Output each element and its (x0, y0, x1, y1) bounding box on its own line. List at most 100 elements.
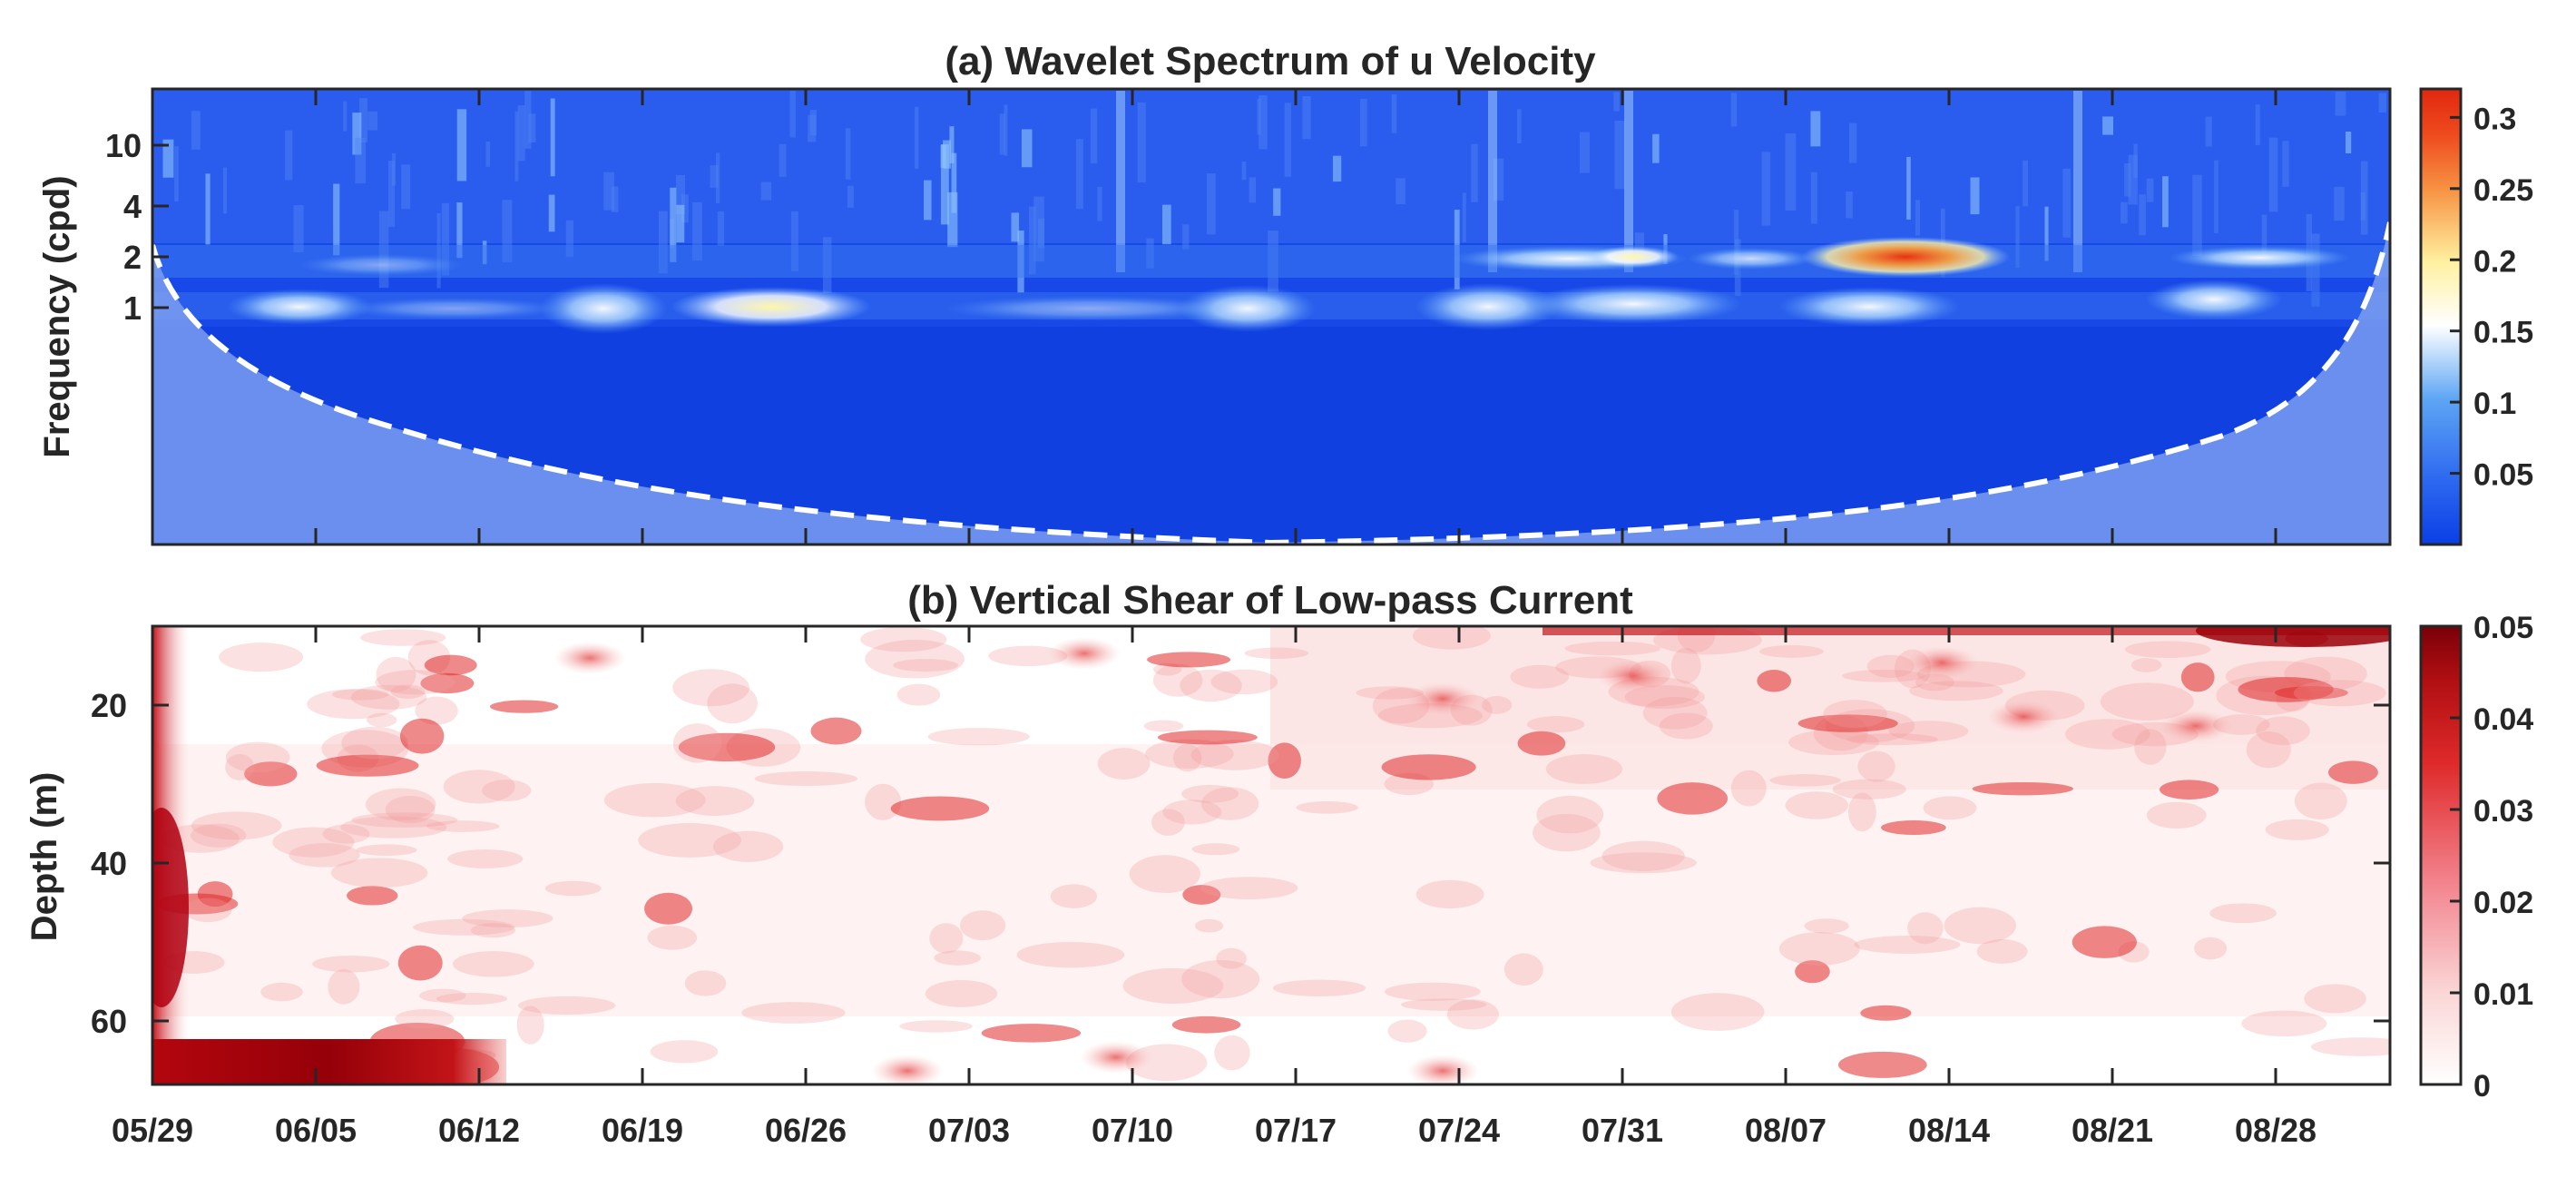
xtick-label-10: 08/07 (1745, 1112, 1827, 1149)
hf-streak (914, 106, 919, 169)
hf-streak (1241, 161, 1247, 181)
hf-streak (162, 139, 174, 178)
shear-patch (1866, 654, 1915, 678)
semi-diurnal-0606 (299, 254, 463, 276)
shear-patch (865, 640, 965, 679)
shear-patch (272, 827, 355, 858)
shear-patch (1517, 731, 1566, 756)
shear-patch (741, 1002, 846, 1024)
shear-patch (1244, 647, 1309, 659)
shear-patch (1268, 742, 1301, 780)
hf-streak (670, 187, 677, 262)
hf-streak (1970, 177, 1980, 215)
shear-patch (367, 712, 397, 728)
shear-patch (1195, 918, 1224, 933)
xtick-label-13: 08/28 (2235, 1112, 2316, 1149)
shear-patch (420, 672, 475, 694)
hf-streak (1462, 192, 1466, 242)
hf-streak (352, 113, 362, 155)
shear-patch (1846, 733, 1938, 746)
shear-hotspot-7 (1080, 1041, 1152, 1074)
diurnal-peak-0714 (1180, 285, 1316, 332)
hf-burst-2 (1488, 91, 1497, 272)
shear-patch (365, 788, 436, 821)
shear-patch (436, 992, 508, 1006)
xtick-label-3: 06/19 (602, 1112, 683, 1149)
shear-patch (1122, 967, 1224, 1004)
hf-streak (2192, 174, 2202, 256)
shear-patch (544, 880, 602, 897)
hf-streak (1915, 200, 1921, 236)
shear-patch (452, 951, 534, 977)
hf-streak (401, 164, 411, 210)
shear-patch (1759, 644, 1824, 658)
hf-streak (760, 181, 772, 201)
hf-streak (1652, 133, 1660, 163)
hf-streak (710, 165, 719, 188)
hf-streak (2345, 131, 2352, 154)
diurnal-peak-0826 (2146, 280, 2282, 319)
cbA-ticks-label-3: 0.2 (2473, 244, 2516, 279)
cbB-ticks-label-1: 0.01 (2473, 977, 2533, 1012)
shear-patch (1152, 663, 1203, 697)
hf-burst-3 (2073, 91, 2082, 272)
shear-patch (375, 670, 455, 695)
hf-streak (1033, 196, 1044, 262)
shear-hotspot-8 (1406, 1055, 1479, 1084)
diurnal-peak-0731 (1524, 284, 1742, 324)
hf-streak (333, 183, 340, 256)
hf-streak (1011, 212, 1020, 242)
top-right-shear (2196, 626, 2390, 647)
ytick-label-a-10: 10 (105, 127, 142, 164)
hf-streak (790, 211, 798, 271)
panel-a-plot (152, 89, 2390, 544)
colorbar-a-bar (2419, 87, 2463, 546)
shear-patch (462, 909, 553, 927)
hf-streak (456, 109, 467, 181)
shear-patch (1795, 960, 1830, 984)
hf-streak (1097, 186, 1102, 221)
shear-patch (1842, 669, 1925, 682)
shear-hotspot-0 (1048, 637, 1121, 670)
panel-b-ylabel: Depth (m) (24, 772, 64, 942)
hf-streak (485, 141, 491, 167)
hf-streak (603, 172, 614, 211)
shear-patch (1181, 784, 1239, 803)
shear-patch (1785, 791, 1848, 819)
shear-patch (1526, 716, 1585, 733)
shear-patch (1847, 792, 1876, 832)
shear-patch (312, 956, 390, 973)
shear-patch (1659, 712, 1713, 740)
shear-patch (1191, 843, 1240, 856)
hf-streak (441, 202, 450, 276)
xtick-label-9: 07/31 (1582, 1112, 1663, 1149)
hf-streak (612, 186, 619, 212)
diurnal-peak-0602 (227, 289, 372, 325)
shear-patch (1172, 743, 1202, 772)
hf-streak (2146, 178, 2154, 202)
shear-hotspot-9 (871, 1055, 944, 1084)
ytick-label-a-2: 2 (123, 239, 142, 276)
shear-patch (2130, 658, 2162, 672)
shear-patch (191, 823, 247, 848)
hf-streak (658, 211, 668, 274)
shear-patch (2124, 641, 2211, 659)
panel-a-ylabel: Frequency (cpd) (37, 175, 77, 457)
shear-patch (1788, 730, 1879, 756)
x-axis-ticks: 05/29 06/05 06/12 06/19 06/26 07/03 07/10 07/17… (112, 89, 2316, 1149)
hf-streak (1090, 108, 1098, 164)
shear-patch (672, 669, 749, 707)
hf-streak (1182, 224, 1190, 250)
shear-patch (1533, 813, 1601, 852)
shear-patch (219, 643, 304, 672)
shear-patch (927, 728, 1030, 746)
hf-streak (387, 161, 396, 228)
ytick-label-a-4: 4 (123, 188, 142, 225)
cbB-ticks-label-5: 0.05 (2473, 611, 2533, 645)
semi-diurnal-peak-0811 (1801, 237, 2010, 277)
hf-streak (2044, 206, 2049, 261)
shear-patch (860, 626, 947, 652)
hf-burst-1 (1624, 91, 1633, 272)
shear-patch (1097, 748, 1151, 780)
hf-streak (924, 180, 932, 221)
